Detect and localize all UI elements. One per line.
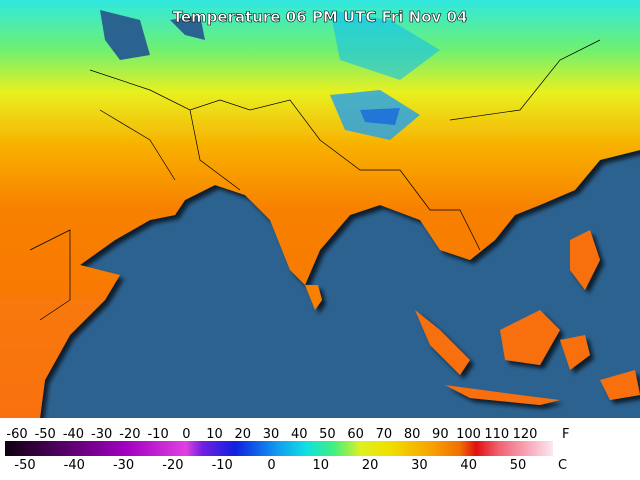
fahrenheit-tick-label: 60 (347, 427, 364, 442)
celsius-unit: C (558, 458, 567, 473)
borders (29, 39, 601, 321)
celsius-tick-label: 30 (411, 458, 428, 473)
celsius-tick-label: 10 (313, 458, 330, 473)
fahrenheit-tick-label: 120 (513, 427, 538, 442)
fahrenheit-tick-label: -60 (6, 427, 27, 442)
fahrenheit-tick-label: 50 (319, 427, 336, 442)
fahrenheit-tick-label: -30 (91, 427, 112, 442)
celsius-tick-label: -10 (212, 458, 233, 473)
fahrenheit-tick-label: 10 (206, 427, 223, 442)
celsius-tick-label: 40 (460, 458, 477, 473)
celsius-tick-label: 0 (267, 458, 275, 473)
fahrenheit-tick-label: 70 (376, 427, 393, 442)
fahrenheit-tick-label: -10 (147, 427, 168, 442)
color-scale (5, 441, 553, 456)
fahrenheit-tick-label: 90 (432, 427, 449, 442)
map-title: Temperature 06 PM UTC Fri Nov 04 (173, 8, 468, 26)
fahrenheit-tick-label: 30 (263, 427, 280, 442)
celsius-tick-label: -50 (14, 458, 35, 473)
fahrenheit-tick-label: -40 (63, 427, 84, 442)
fahrenheit-tick-label: 80 (404, 427, 421, 442)
fahrenheit-tick-label: -20 (119, 427, 140, 442)
fahrenheit-tick-label: 40 (291, 427, 308, 442)
celsius-tick-label: -20 (162, 458, 183, 473)
celsius-tick-label: 50 (510, 458, 527, 473)
fahrenheit-unit: F (562, 427, 569, 442)
celsius-tick-label: 20 (362, 458, 379, 473)
land (0, 0, 640, 418)
fahrenheit-tick-label: 20 (235, 427, 252, 442)
fahrenheit-tick-label: 110 (484, 427, 509, 442)
celsius-tick-label: -40 (64, 458, 85, 473)
fahrenheit-tick-label: -50 (35, 427, 56, 442)
fahrenheit-tick-label: 0 (182, 427, 190, 442)
fahrenheit-tick-label: 100 (456, 427, 481, 442)
celsius-tick-label: -30 (113, 458, 134, 473)
